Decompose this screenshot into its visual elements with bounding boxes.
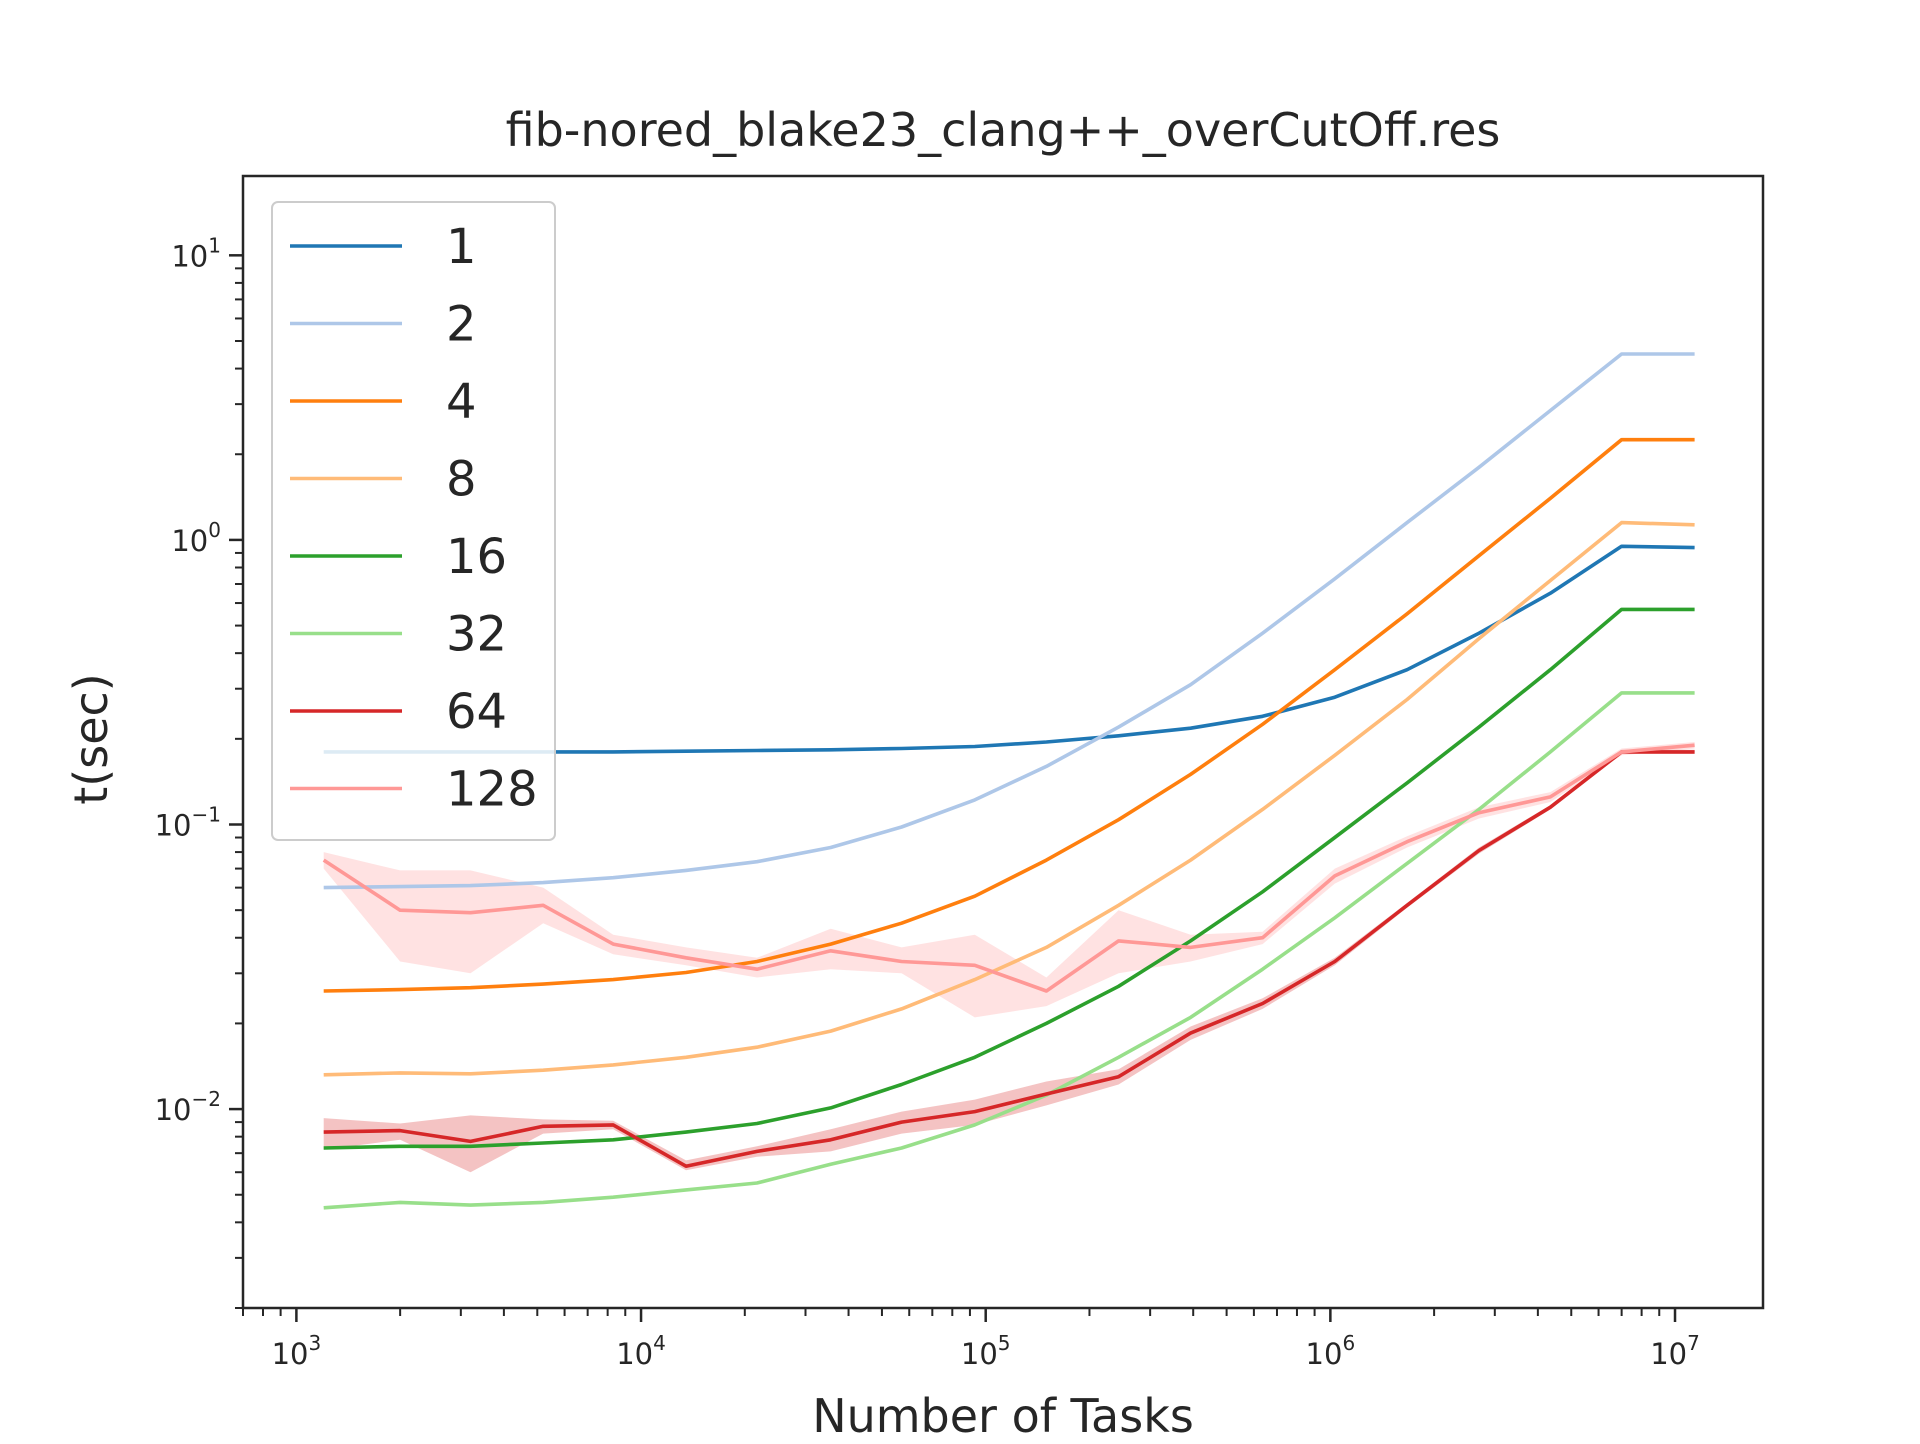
legend-label-16: 16 <box>446 529 507 585</box>
legend-label-64: 64 <box>446 684 507 740</box>
legend-label-128: 128 <box>446 762 538 818</box>
legend-label-32: 32 <box>446 607 507 663</box>
x-axis-label: Number of Tasks <box>812 1389 1194 1440</box>
legend-box <box>272 202 555 840</box>
chart-title: fib-nored_blake23_clang++_overCutOff.res <box>506 103 1501 157</box>
y-axis-label: t(sec) <box>64 673 118 805</box>
legend-label-8: 8 <box>446 452 477 508</box>
legend-label-2: 2 <box>446 297 477 353</box>
legend: 1 2 4 8 16 32 64 128 <box>272 202 555 840</box>
legend-label-4: 4 <box>446 374 477 430</box>
legend-label-1: 1 <box>446 219 477 275</box>
